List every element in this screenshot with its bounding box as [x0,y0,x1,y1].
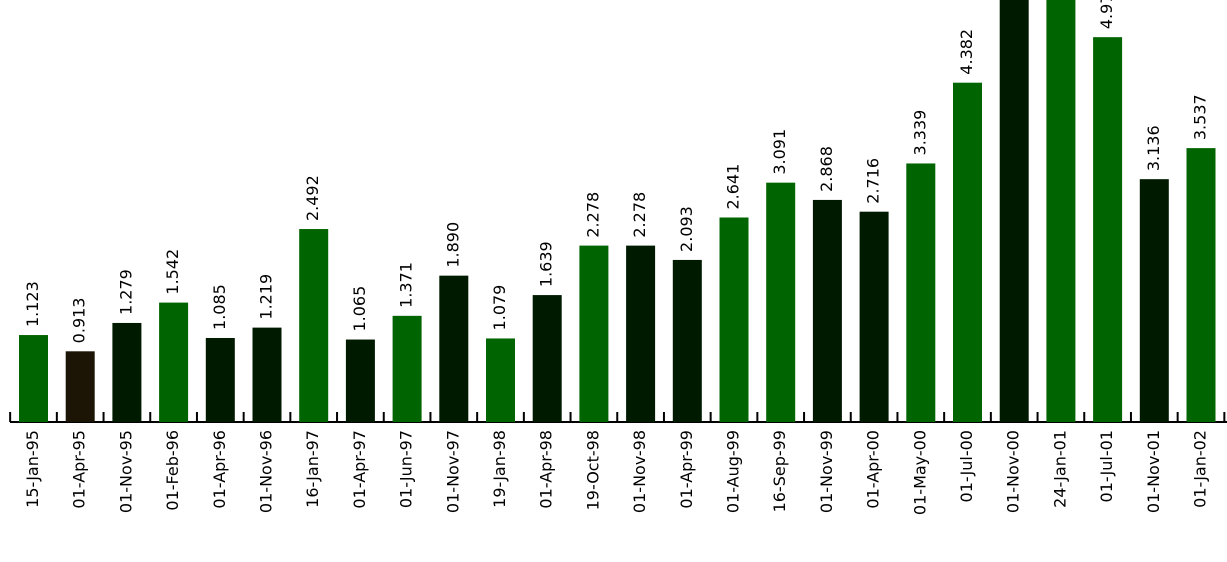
x-tick-label: 01-Nov-99 [817,430,836,513]
bar [252,327,282,422]
bar [812,199,842,422]
bar [1139,179,1169,422]
x-tick-label: 01-Jan-02 [1191,430,1210,508]
value-label: 3.091 [770,129,789,175]
x-tick-label: 01-Nov-95 [116,430,135,513]
bar [532,295,562,422]
value-label: 2.492 [303,175,322,221]
x-tick-label: 01-Nov-97 [443,430,462,513]
bar [112,322,142,422]
bar [1186,148,1216,423]
value-label: 2.093 [677,206,696,252]
x-tick-label: 01-Jul-00 [957,430,976,502]
bar [579,245,609,422]
x-tick-label: 01-May-00 [910,430,929,515]
value-label: 3.537 [1191,94,1210,140]
bar [345,339,375,422]
value-label: 2.278 [630,192,649,238]
x-tick-label: 01-Nov-98 [630,430,649,513]
bar [65,351,95,422]
x-tick-label: 15-Jan-95 [23,430,42,508]
value-label: 1.890 [443,222,462,268]
value-label: 1.085 [210,284,229,330]
x-tick-label: 01-Apr-98 [537,430,556,509]
x-tick-label: 01-Jul-01 [1097,430,1116,502]
value-label: 4.382 [957,29,976,75]
value-label: 2.641 [724,164,743,210]
bar [672,259,702,422]
bar [859,211,889,422]
bar [719,217,749,422]
value-label: 2.716 [864,158,883,204]
value-label: 1.219 [257,274,276,320]
bar [1093,37,1123,423]
x-tick-label: 01-Feb-96 [163,430,182,511]
value-label: 1.079 [490,285,509,331]
value-label: 3.339 [910,110,929,156]
x-tick-label: 01-Aug-99 [724,430,743,513]
bar [953,82,982,423]
value-label: 0.913 [70,297,89,343]
value-label: 1.279 [116,269,135,315]
value-label: 1.371 [397,262,416,308]
bar [999,0,1029,423]
x-tick-label: 19-Oct-98 [583,430,602,510]
x-tick-label: 16-Sep-99 [770,430,789,512]
value-label: 2.278 [583,192,602,238]
x-tick-label: 01-Nov-01 [1144,430,1163,513]
value-label: 3.136 [1144,125,1163,171]
bar [159,302,189,422]
x-tick-label: 16-Jan-97 [303,430,322,508]
value-label: 1.065 [350,286,369,332]
bar [1046,0,1076,423]
x-tick-label: 01-Apr-95 [70,430,89,509]
x-tick-label: 01-Nov-00 [1004,430,1023,513]
bar [392,315,422,422]
bar [486,338,515,422]
x-tick-label: 01-Apr-00 [864,430,883,509]
value-label: 1.542 [163,249,182,295]
x-tick-label: 01-Apr-97 [350,430,369,509]
x-tick-label: 24-Jan-01 [1050,430,1069,508]
bar [906,163,936,422]
x-tick-label: 01-Apr-96 [210,430,229,509]
bar [439,275,469,422]
bar [19,335,48,422]
bar [766,182,796,422]
bar [299,229,329,422]
x-tick-label: 01-Apr-99 [677,430,696,509]
x-tick-label: 01-Nov-96 [257,430,276,513]
bar [205,337,235,422]
value-label: 2.868 [817,146,836,192]
value-label: 1.639 [537,241,556,287]
x-tick-label: 01-Jun-97 [397,430,416,508]
value-label: 1.123 [23,281,42,327]
x-tick-label: 19-Jan-98 [490,430,509,508]
value-label: 4.970 [1097,0,1116,29]
bar [626,245,656,422]
